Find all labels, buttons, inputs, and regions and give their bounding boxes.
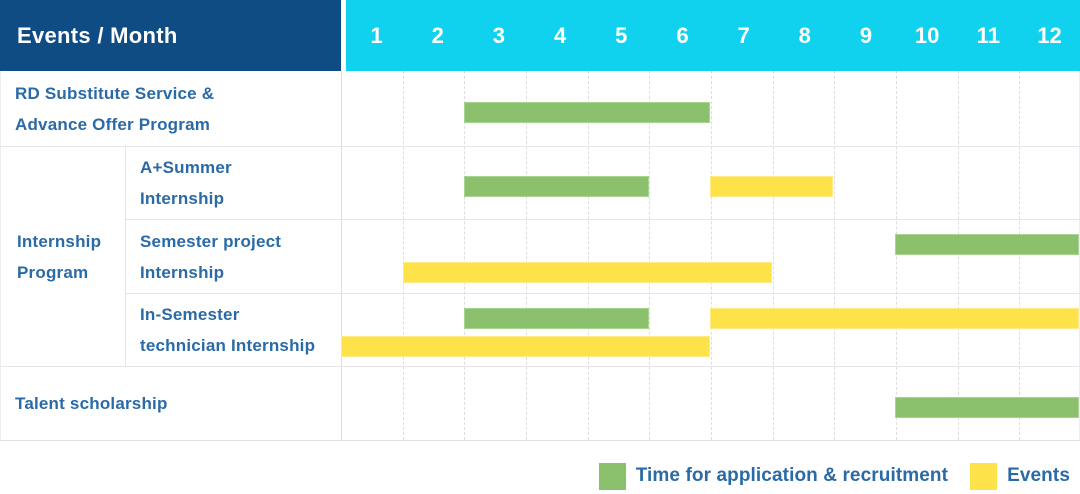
chart-body: RD Substitute Service & Advance Offer Pro…	[0, 71, 1080, 441]
row-label-line: Talent scholarship	[15, 394, 168, 413]
legend-label: Time for application & recruitment	[635, 465, 949, 486]
month-gridline	[526, 71, 527, 440]
month-header-cell: 1	[370, 22, 383, 48]
row-chart-area	[341, 220, 1079, 293]
header-events-month-cell: Events / Month	[0, 0, 341, 71]
month-header-cell: 11	[976, 22, 1000, 48]
row-chart-area	[341, 294, 1079, 366]
row-label: In-Semester technician Internship	[1, 294, 341, 366]
row-semester-project-internship: Semester project Internship	[1, 219, 1079, 293]
month-header-cell: 10	[914, 22, 940, 48]
month-header-cell: 4	[553, 22, 567, 48]
month-header-cell: 2	[431, 22, 444, 48]
month-header-cell: 5	[615, 22, 628, 48]
month-gridline	[896, 71, 897, 440]
row-label-line: Internship	[140, 189, 225, 208]
month-header-cell: 6	[676, 22, 689, 48]
row-label: Talent scholarship	[1, 367, 341, 440]
row-label-line: Internship	[140, 262, 225, 282]
row-label-line: Advance Offer Program	[15, 114, 211, 134]
header-title: Events / Month	[17, 22, 178, 48]
month-header-cell: 7	[737, 22, 750, 48]
legend-item-yellow: Events	[970, 462, 1070, 490]
group-cell-internship-program: Internship Program	[1, 147, 126, 366]
gantt-bar-green	[464, 308, 649, 329]
month-header-cell: 12	[1037, 22, 1062, 48]
month-gridline	[772, 71, 774, 440]
legend-swatch-yellow	[970, 462, 998, 490]
month-gridline	[587, 71, 589, 440]
legend-label: Events	[1007, 465, 1070, 486]
rows-container: RD Substitute Service & Advance Offer Pro…	[1, 71, 1079, 440]
row-label-line: In-Semester	[140, 305, 240, 324]
row-talent-scholarship: Talent scholarship	[1, 366, 1079, 440]
month-header-row: 1 2 3 4 5 6 7 8 9 10 11 12	[346, 0, 1080, 71]
row-in-semester-technician-internship: In-Semester technician Internship	[1, 293, 1079, 366]
grid-layer	[1, 71, 1079, 440]
month-header-cell: 9	[859, 22, 873, 48]
month-gridline	[1019, 71, 1021, 440]
month-header-cell: 8	[798, 22, 811, 48]
month-gridline	[711, 71, 712, 440]
month-gridline	[834, 71, 836, 440]
gantt-bar-yellow	[710, 308, 1079, 329]
gantt-bar-green	[464, 101, 710, 123]
row-label-line: Semester project	[140, 231, 282, 251]
month-gridline	[464, 71, 466, 440]
month-gridline	[649, 71, 651, 440]
row-chart-area	[341, 367, 1079, 440]
row-rd-substitute-service: RD Substitute Service & Advance Offer Pro…	[1, 71, 1079, 146]
legend-swatch-green	[598, 462, 626, 490]
month-gridline	[957, 71, 959, 440]
group-label-line: Internship	[17, 231, 102, 251]
legend-item-green: Time for application & recruitment	[598, 462, 949, 490]
row-label-line: RD Substitute Service &	[15, 83, 215, 103]
row-a-plus-summer-internship: A+Summer Internship	[1, 146, 1079, 219]
gantt-bar-green	[464, 176, 649, 197]
row-label: RD Substitute Service & Advance Offer Pro…	[1, 71, 341, 146]
gantt-bar-yellow	[341, 336, 710, 357]
row-chart-area	[341, 71, 1079, 146]
gantt-bar-green	[894, 234, 1079, 255]
row-label: A+Summer Internship	[1, 147, 341, 219]
row-label-line: technician Internship	[140, 336, 316, 355]
month-header-cell: 3	[492, 22, 506, 48]
header-row: Events / Month 1 2 3 4 5 6 7 8 9 10 11 12	[0, 0, 1080, 71]
group-label-line: Program	[17, 262, 89, 282]
gantt-bar-yellow	[710, 176, 833, 197]
row-label-line: A+Summer	[140, 158, 232, 177]
month-gridline	[402, 71, 404, 440]
row-chart-area	[341, 147, 1079, 219]
row-label: Semester project Internship	[1, 220, 341, 293]
legend: Time for application & recruitment Events	[598, 461, 1070, 491]
gantt-bar-green	[894, 396, 1079, 418]
gantt-bar-yellow	[402, 262, 772, 283]
label-chart-divider	[341, 71, 342, 440]
